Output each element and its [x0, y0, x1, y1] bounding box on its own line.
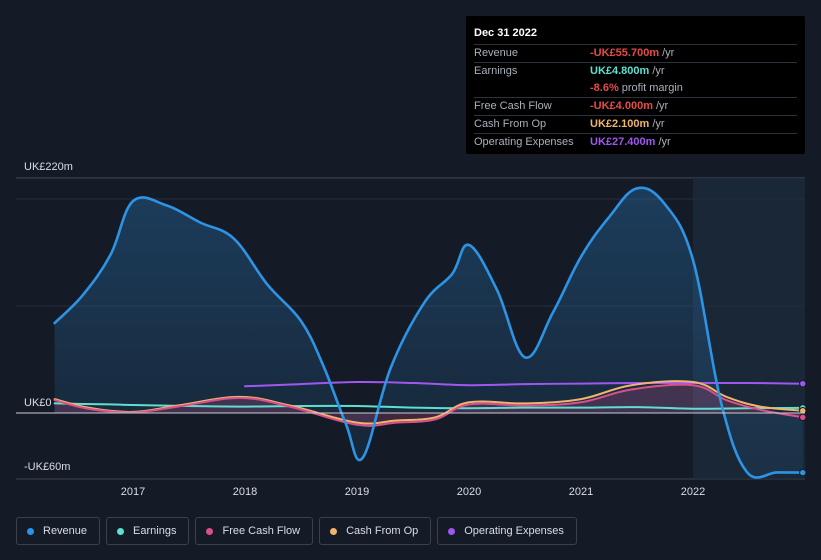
x-tick-label: 2019: [345, 486, 369, 498]
x-tick-label: 2017: [121, 486, 145, 498]
legend-dot-icon: [27, 527, 34, 535]
tooltip-unit: /yr: [655, 100, 669, 112]
tooltip-label: Operating Expenses: [474, 136, 574, 148]
legend-label: Cash From Op: [346, 525, 419, 537]
y-tick-label: UK£220m: [24, 161, 73, 173]
legend-item-earnings[interactable]: Earnings: [106, 517, 190, 545]
tooltip-value: UK£4.800m: [590, 65, 650, 77]
tooltip-unit: /yr: [652, 118, 665, 130]
tooltip: Dec 31 2022 Revenue -UK£55.700m /yr Earn…: [466, 16, 805, 154]
revenue-end-point: [799, 468, 807, 477]
tooltip-label: Cash From Op: [474, 118, 547, 130]
tooltip-row-opex: Operating Expenses UK£27.400m /yr: [474, 133, 797, 151]
tooltip-unit: /yr: [658, 136, 671, 148]
tooltip-label: Earnings: [474, 65, 518, 77]
tooltip-unit: /yr: [662, 47, 675, 59]
tooltip-row-cfo: Cash From Op UK£2.100m /yr: [474, 115, 797, 133]
free-cash-flow-line: [53, 383, 804, 427]
legend-label: Operating Expenses: [464, 525, 564, 537]
tooltip-date: Dec 31 2022: [474, 27, 537, 39]
tooltip-row-margin: -8.6% profit margin: [474, 80, 797, 97]
legend-dot-icon: [448, 527, 456, 535]
tooltip-row-revenue: Revenue -UK£55.700m /yr: [474, 44, 797, 62]
y-tick-label: -UK£60m: [24, 461, 70, 473]
legend-label: Free Cash Flow: [222, 525, 301, 537]
operating-expenses-line: [244, 380, 804, 388]
legend: Revenue Earnings Free Cash Flow Cash Fro…: [16, 517, 577, 545]
tooltip-value: -UK£4.000m: [590, 100, 653, 112]
legend-item-free-cash-flow[interactable]: Free Cash Flow: [195, 517, 314, 545]
legend-label: Revenue: [43, 525, 88, 537]
tooltip-value: UK£27.400m: [590, 136, 656, 148]
legend-dot-icon: [206, 527, 214, 535]
revenue-area: [54, 187, 803, 478]
tooltip-label: Free Cash Flow: [474, 100, 552, 112]
legend-item-operating-expenses[interactable]: Operating Expenses: [437, 517, 577, 545]
x-tick-label: 2022: [681, 486, 705, 498]
free-cash-flow-end-point: [799, 413, 807, 421]
earnings-line: [53, 402, 804, 410]
free-cash-flow-area: [54, 384, 803, 426]
x-tick-label: 2018: [233, 486, 257, 498]
tooltip-value: -8.6%: [590, 82, 619, 94]
tooltip-unit: /yr: [652, 65, 665, 77]
tooltip-row-fcf: Free Cash Flow -UK£4.000m /yr: [474, 97, 797, 115]
y-tick-label: UK£0: [24, 397, 52, 409]
tooltip-row-earnings: Earnings UK£4.800m /yr: [474, 62, 797, 80]
x-tick-label: 2020: [457, 486, 481, 498]
legend-label: Earnings: [133, 525, 177, 537]
tooltip-value: -UK£55.700m: [590, 47, 660, 59]
legend-item-revenue[interactable]: Revenue: [16, 517, 101, 545]
x-tick-label: 2021: [569, 486, 593, 498]
revenue-line: [53, 186, 805, 479]
tooltip-unit: profit margin: [621, 82, 683, 94]
operating-expenses-end-point: [799, 379, 807, 388]
legend-dot-icon: [117, 527, 125, 535]
tooltip-value: UK£2.100m: [590, 118, 650, 130]
tooltip-label: Revenue: [474, 47, 519, 59]
legend-item-cash-from-op[interactable]: Cash From Op: [319, 517, 432, 545]
tooltip-label: [474, 80, 590, 97]
legend-dot-icon: [330, 527, 338, 535]
